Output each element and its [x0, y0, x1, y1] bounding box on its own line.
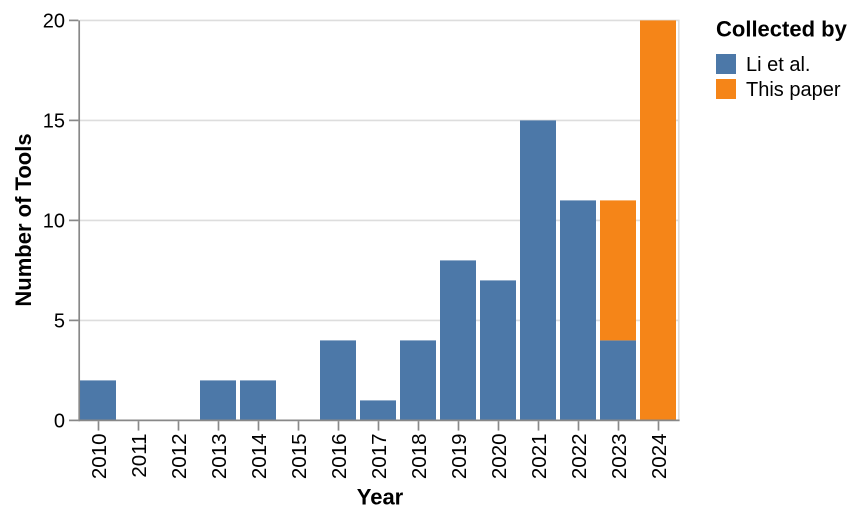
svg-text:Li et al.: Li et al. — [746, 54, 810, 76]
svg-text:2017: 2017 — [368, 434, 391, 480]
svg-text:2022: 2022 — [568, 434, 591, 480]
svg-text:Year: Year — [357, 485, 404, 510]
svg-text:2024: 2024 — [648, 434, 671, 480]
svg-text:2020: 2020 — [488, 434, 511, 480]
svg-text:2013: 2013 — [208, 434, 231, 480]
svg-text:2015: 2015 — [288, 434, 311, 480]
svg-text:2016: 2016 — [328, 434, 351, 480]
svg-text:0: 0 — [54, 411, 65, 433]
svg-text:Collected by: Collected by — [716, 16, 848, 41]
svg-text:2021: 2021 — [528, 434, 551, 480]
svg-text:10: 10 — [43, 211, 65, 233]
svg-text:15: 15 — [43, 111, 65, 133]
svg-text:2023: 2023 — [608, 434, 631, 480]
svg-text:5: 5 — [54, 311, 65, 333]
svg-text:2014: 2014 — [248, 434, 271, 480]
svg-text:2010: 2010 — [88, 434, 111, 480]
svg-text:20: 20 — [43, 11, 65, 33]
svg-text:2018: 2018 — [408, 434, 431, 480]
svg-text:2011: 2011 — [128, 434, 151, 478]
svg-text:2019: 2019 — [448, 434, 471, 480]
svg-text:2012: 2012 — [168, 434, 191, 480]
svg-text:Number of Tools: Number of Tools — [11, 133, 36, 306]
svg-text:This paper: This paper — [746, 79, 841, 101]
